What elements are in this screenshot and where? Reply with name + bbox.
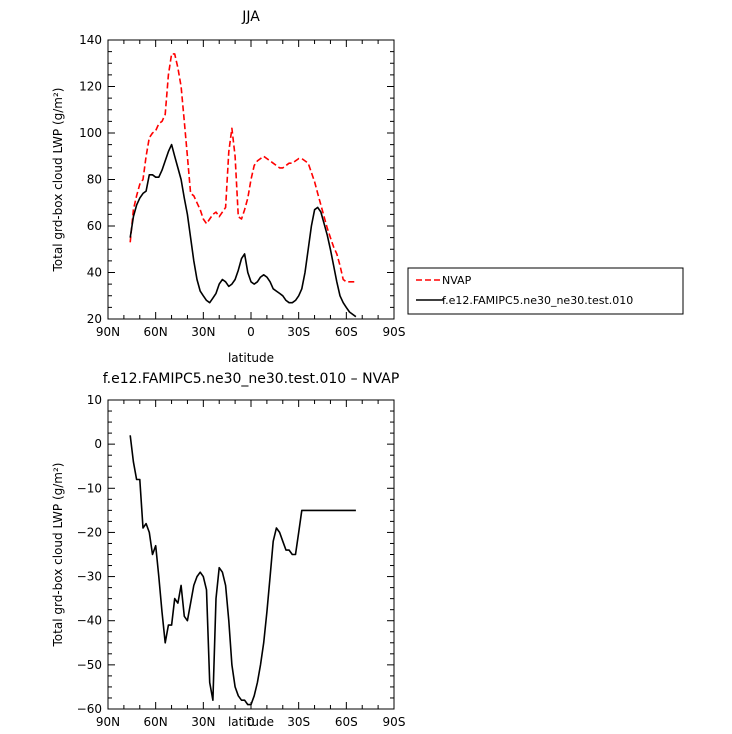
x-tick-label: 30S	[287, 715, 310, 729]
chart-title: f.e12.FAMIPC5.ne30_ne30.test.010 – NVAP	[103, 371, 400, 387]
x-tick-label: 90N	[96, 715, 120, 729]
x-tick-label: 90S	[383, 325, 406, 339]
plot-frame	[107, 399, 395, 710]
y-tick-label: −20	[77, 525, 102, 539]
series-line-f-e12-famipc5-ne30-ne30-test-010	[129, 143, 357, 318]
y-tick-label: 0	[94, 437, 102, 451]
series-line-nvap	[129, 53, 356, 283]
x-tick-label: 60S	[335, 325, 358, 339]
y-tick-label: −40	[77, 614, 102, 628]
legend-label: f.e12.FAMIPC5.ne30_ne30.test.010	[442, 294, 633, 307]
bottom-chart-panel: f.e12.FAMIPC5.ne30_ne30.test.010 – NVAP 9…	[51, 371, 405, 729]
legend-box	[407, 267, 684, 315]
x-tick-label: 90N	[96, 325, 120, 339]
y-tick-label: 120	[79, 80, 102, 94]
plot-frame	[107, 39, 395, 320]
x-axis-label: latitude	[228, 351, 274, 365]
y-axis-label: Total grd-box cloud LWP (g/m²)	[51, 88, 65, 273]
x-tick-label: 30S	[287, 325, 310, 339]
y-tick-label: −60	[77, 702, 102, 716]
x-axis-label: latitude	[228, 715, 274, 729]
legend-label: NVAP	[442, 274, 472, 287]
chart-title: JJA	[241, 9, 260, 25]
y-axis-label: Total grd-box cloud LWP (g/m²)	[51, 463, 65, 648]
series-line-difference	[129, 435, 356, 706]
legend: NVAP f.e12.FAMIPC5.ne30_ne30.test.010	[407, 267, 684, 315]
top-chart-panel: JJA 90N 60N 30N 0 30S 60S 90S 20 40 60 80 100 120 140 l…	[51, 9, 684, 365]
x-tick-label: 60N	[144, 325, 168, 339]
y-tick-label: −50	[77, 658, 102, 672]
x-tick-label: 30N	[191, 715, 215, 729]
y-tick-label: 10	[87, 393, 102, 407]
y-tick-label: 80	[87, 173, 102, 187]
y-tick-label: −30	[77, 570, 102, 584]
x-tick-label: 60N	[144, 715, 168, 729]
y-tick-label: 20	[87, 312, 102, 326]
y-tick-label: 60	[87, 219, 102, 233]
y-tick-label: 140	[79, 33, 102, 47]
y-tick-label: 40	[87, 266, 102, 280]
x-tick-label: 30N	[191, 325, 215, 339]
x-tick-label: 0	[247, 325, 255, 339]
y-tick-label: 100	[79, 126, 102, 140]
x-tick-label: 0	[247, 715, 255, 729]
y-tick-label: −10	[77, 481, 102, 495]
x-tick-label: 90S	[383, 715, 406, 729]
x-tick-label: 60S	[335, 715, 358, 729]
